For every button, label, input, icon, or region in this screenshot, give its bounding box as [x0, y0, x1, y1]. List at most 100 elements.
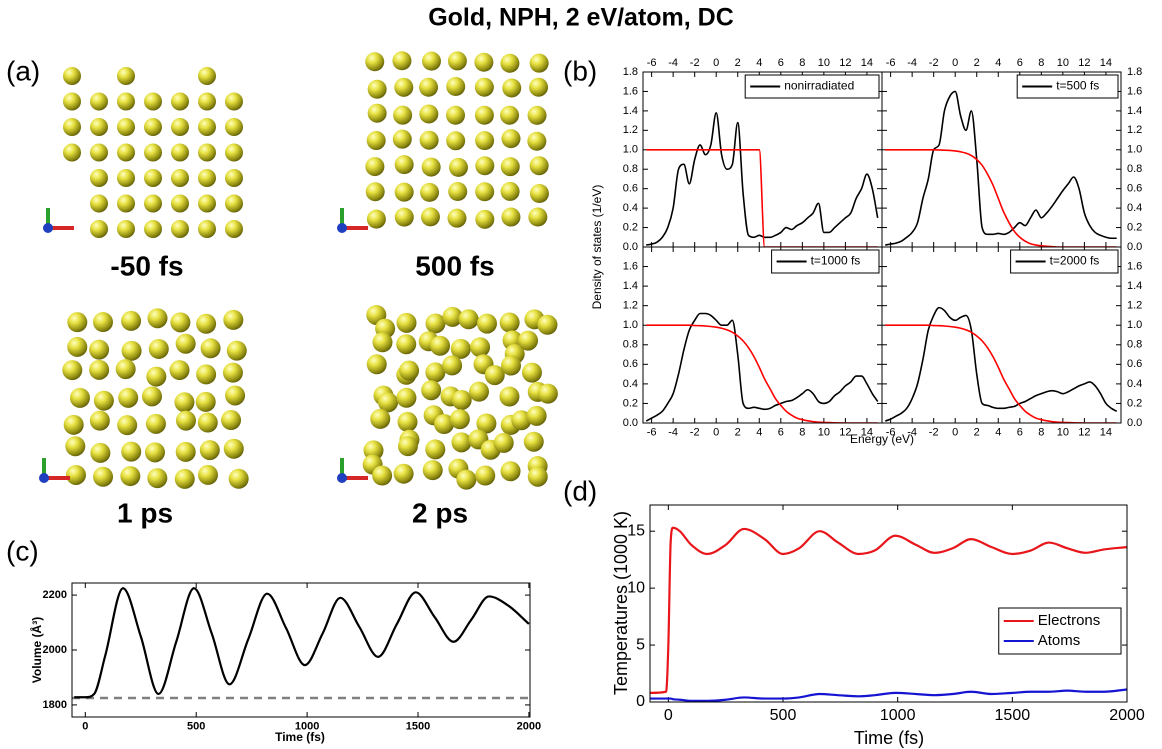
x-tick-label: 2000: [517, 720, 541, 732]
atom: [365, 52, 384, 71]
atom: [367, 210, 386, 229]
y-tick-label: 0.8: [623, 339, 638, 351]
atom: [393, 106, 412, 125]
x-tick-label: -2: [690, 426, 700, 438]
atom: [146, 367, 166, 387]
data-line: [646, 150, 877, 247]
atom: [174, 392, 194, 412]
atom: [420, 131, 439, 150]
atom: [500, 106, 519, 125]
atom: [176, 442, 196, 462]
atom: [198, 169, 216, 187]
y-tick-label: 5: [636, 636, 645, 653]
y-axis-label: Density of states (1/eV): [590, 185, 604, 310]
x-tick-label: 4: [756, 57, 762, 69]
atom: [502, 78, 521, 97]
atom: [425, 313, 445, 333]
atom: [395, 208, 414, 227]
atom: [89, 340, 109, 360]
y-axis-label: Temperatures (1000 K): [611, 511, 631, 695]
atom: [121, 442, 141, 462]
x-tick-label: 6: [778, 57, 784, 69]
atom: [501, 129, 520, 148]
atom: [116, 359, 136, 379]
atom: [62, 360, 82, 380]
atom: [501, 461, 521, 481]
atom: [196, 392, 216, 412]
atom: [90, 169, 108, 187]
atom: [94, 391, 114, 411]
x-tick-label: 8: [1038, 57, 1044, 69]
atom: [446, 131, 465, 150]
atom: [170, 312, 190, 332]
atom: [147, 468, 167, 488]
atom: [395, 155, 414, 174]
atom: [196, 314, 216, 334]
atom: [63, 67, 81, 85]
atom: [90, 144, 108, 162]
atom: [420, 183, 439, 202]
plot-frame: [650, 505, 1127, 702]
atom: [494, 433, 514, 453]
x-tick-label: 4: [995, 57, 1001, 69]
y-tick-label: 1.2: [1127, 124, 1142, 136]
atom: [430, 336, 450, 356]
atom: [421, 380, 441, 400]
atom: [144, 195, 162, 213]
atom: [442, 355, 462, 375]
atom: [63, 93, 81, 111]
atom: [117, 220, 135, 238]
y-tick-label: 0: [636, 693, 645, 710]
atom: [528, 106, 547, 125]
x-tick-label: 2: [974, 57, 980, 69]
atom: [171, 169, 189, 187]
chart: -6-4-2024681012140.00.20.40.60.81.01.21.…: [882, 247, 1142, 438]
x-tick-label: -4: [907, 57, 917, 69]
atom: [450, 409, 470, 429]
y-tick-label: 1.6: [1127, 260, 1142, 272]
data-line: [74, 588, 529, 697]
atom: [449, 158, 468, 177]
atom: [117, 195, 135, 213]
atom: [530, 54, 549, 73]
y-axis-label: Volume (Å³): [29, 617, 44, 683]
data-line: [646, 313, 877, 421]
atom: [67, 312, 87, 332]
y-tick-label: 1.4: [1127, 105, 1142, 117]
atom-snapshot: [39, 308, 249, 489]
axis-icon: [337, 473, 347, 483]
snapshot-label: 1 ps: [117, 497, 173, 528]
atom: [475, 131, 494, 150]
atom: [372, 466, 392, 486]
axis-icon: [337, 223, 347, 233]
atom: [500, 313, 520, 333]
atom: [530, 156, 549, 175]
atom: [121, 311, 141, 331]
y-tick-label: 1.4: [1127, 280, 1142, 292]
snapshot-label: -50 fs: [110, 250, 183, 281]
atom: [118, 388, 138, 408]
x-tick-label: 10: [1057, 57, 1069, 69]
atom: [63, 118, 81, 136]
atom: [501, 356, 521, 376]
atom: [93, 467, 113, 487]
atom: [117, 67, 135, 85]
atom: [419, 104, 438, 123]
atom: [522, 363, 542, 383]
atom: [448, 51, 467, 70]
atom: [446, 106, 465, 125]
atom: [394, 464, 414, 484]
y-tick-label: 1.4: [623, 280, 638, 292]
y-tick-label: 0.8: [623, 163, 638, 175]
atom: [470, 337, 490, 357]
atom: [475, 78, 494, 97]
atom: [196, 364, 216, 384]
figure: Gold, NPH, 2 eV/atom, DC (a) (b) (c) (d)…: [0, 0, 1162, 749]
atom: [144, 144, 162, 162]
y-tick-label: 0.2: [1127, 397, 1142, 409]
x-tick-label: 4: [756, 426, 762, 438]
atom: [469, 382, 489, 402]
legend-label: nonirradiated: [784, 79, 854, 93]
x-tick-label: 2: [735, 57, 741, 69]
y-tick-label: 1.0: [623, 319, 638, 331]
